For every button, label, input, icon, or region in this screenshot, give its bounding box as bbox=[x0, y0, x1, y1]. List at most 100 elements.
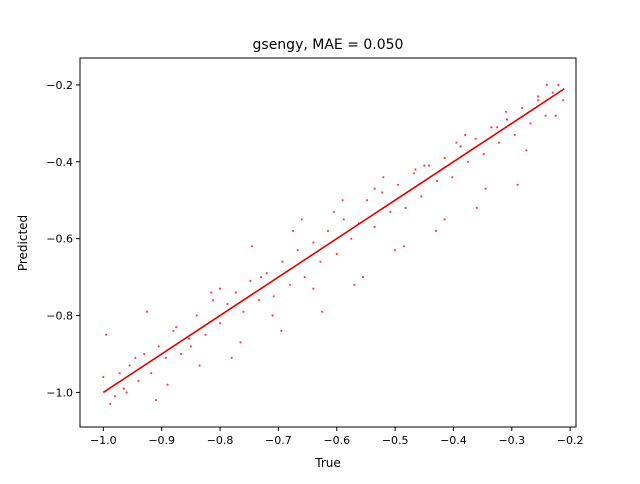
scatter-point bbox=[545, 83, 548, 86]
scatter-point bbox=[239, 341, 242, 344]
y-tick-label: −0.8 bbox=[46, 310, 73, 323]
scatter-point bbox=[218, 322, 222, 325]
y-tick-label: −1.0 bbox=[46, 386, 73, 399]
scatter-point bbox=[341, 199, 344, 202]
scatter-point bbox=[490, 126, 493, 129]
scatter-point bbox=[251, 245, 254, 248]
x-tick-label: −0.7 bbox=[265, 434, 292, 447]
scatter-point bbox=[211, 299, 215, 302]
scatter-point bbox=[271, 314, 274, 317]
scatter-point bbox=[544, 114, 547, 117]
scatter-point bbox=[289, 283, 292, 286]
plot-frame bbox=[79, 57, 577, 428]
scatter-point bbox=[412, 172, 415, 175]
x-axis-label: True bbox=[314, 456, 341, 470]
scatter-point bbox=[394, 249, 397, 252]
scatter-point bbox=[434, 229, 438, 233]
scatter-point bbox=[443, 218, 446, 221]
scatter-point bbox=[497, 141, 501, 144]
scatter-point bbox=[554, 114, 557, 117]
y-tick-label: −0.2 bbox=[46, 79, 73, 92]
scatter-point bbox=[265, 272, 268, 275]
x-axis: −1.0 −0.9 −0.8 −0.7 −0.6 −0.5 −0.4 −0.3 −0.2 bbox=[90, 427, 584, 447]
scatter-point bbox=[423, 164, 426, 167]
scatter-point bbox=[389, 210, 392, 213]
scatter-point bbox=[319, 260, 322, 263]
scatter-point bbox=[436, 179, 439, 183]
y-tick-label: −0.6 bbox=[46, 233, 73, 246]
scatter-point bbox=[164, 356, 167, 359]
scatter-point bbox=[204, 333, 207, 336]
scatter-point bbox=[551, 91, 554, 94]
scatter-point bbox=[396, 183, 400, 186]
scatter-point bbox=[188, 337, 191, 340]
scatter-point bbox=[189, 345, 192, 348]
scatter-point bbox=[113, 395, 117, 398]
scatter-point bbox=[166, 383, 169, 386]
scatter-point bbox=[420, 195, 423, 198]
scatter-point bbox=[172, 329, 175, 332]
scatter-point bbox=[258, 299, 261, 302]
scatter-point bbox=[321, 310, 324, 313]
scatter-point bbox=[125, 391, 128, 394]
x-tick-label: −0.5 bbox=[382, 434, 409, 447]
scatter-point bbox=[154, 399, 157, 402]
x-tick-label: −0.4 bbox=[440, 434, 467, 447]
scatter-point bbox=[109, 402, 112, 405]
scatter-point bbox=[451, 176, 454, 179]
scatter-point bbox=[300, 218, 303, 221]
scatter-point bbox=[312, 241, 315, 244]
fit-line bbox=[102, 88, 565, 394]
scatter-point bbox=[562, 99, 565, 102]
scatter-point bbox=[157, 345, 160, 348]
scatter-point bbox=[179, 352, 183, 356]
scatter-point bbox=[537, 99, 540, 102]
scatter-point bbox=[303, 276, 306, 279]
scatter-point bbox=[381, 191, 384, 194]
scatter-point bbox=[521, 106, 524, 110]
scatter-point bbox=[326, 229, 330, 233]
y-axis: −1.0 −0.8 −0.6 −0.4 −0.2 bbox=[46, 79, 80, 399]
scatter-point bbox=[175, 326, 178, 329]
scatter-point bbox=[280, 329, 283, 332]
x-tick-label: −0.3 bbox=[498, 434, 525, 447]
scatter-point bbox=[366, 199, 369, 202]
scatter-point bbox=[557, 83, 560, 86]
y-axis-label: Predicted bbox=[16, 215, 30, 271]
scatter-point bbox=[504, 110, 508, 113]
x-tick-label: −0.8 bbox=[207, 434, 234, 447]
scatter-point bbox=[259, 276, 262, 279]
scatter-point bbox=[373, 187, 376, 190]
scatter-point bbox=[226, 302, 229, 306]
scatter-point bbox=[466, 160, 470, 163]
chart-title: gsengy, MAE = 0.050 bbox=[253, 37, 404, 53]
scatter-point bbox=[249, 279, 252, 282]
scatter-point bbox=[342, 218, 345, 221]
scatter-point bbox=[312, 287, 315, 290]
scatter-point bbox=[234, 291, 237, 294]
scatter-point bbox=[128, 364, 131, 367]
scatter-point bbox=[146, 310, 149, 313]
scatter-point bbox=[513, 133, 516, 136]
scatter-point bbox=[474, 137, 477, 140]
scatter-point bbox=[195, 314, 198, 317]
scatter-point bbox=[506, 118, 509, 121]
scatter-point bbox=[402, 245, 405, 248]
scatter-point bbox=[118, 372, 121, 375]
scatter-point bbox=[484, 187, 487, 190]
scatter-point bbox=[105, 333, 108, 336]
scatter-point bbox=[198, 364, 201, 367]
scatter-point bbox=[230, 356, 233, 359]
scatter-point bbox=[353, 283, 356, 286]
scatter-point bbox=[382, 176, 385, 179]
x-tick-label: −1.0 bbox=[90, 434, 117, 447]
scatter-point bbox=[134, 356, 137, 359]
scatter-point bbox=[272, 295, 275, 298]
scatter-point bbox=[210, 291, 213, 294]
scatter-point bbox=[332, 210, 335, 213]
scatter-point bbox=[361, 276, 365, 279]
scatter-point bbox=[537, 95, 540, 98]
scatter-point bbox=[150, 372, 153, 375]
scatter-point bbox=[137, 379, 140, 382]
